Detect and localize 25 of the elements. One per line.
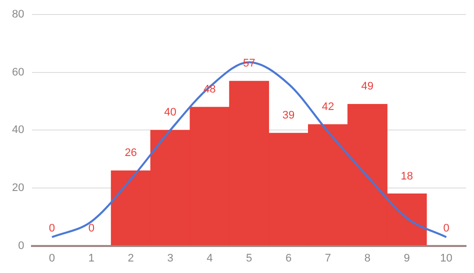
x-tick-label: 7 (324, 252, 332, 264)
x-tick-label: 6 (285, 252, 292, 264)
data-label: 40 (164, 106, 176, 119)
x-tick-label: 9 (404, 252, 410, 264)
x-tick-label: 2 (128, 252, 134, 264)
x-tick-label: 10 (440, 252, 452, 264)
data-label: 26 (124, 147, 137, 160)
y-tick-label: 20 (12, 182, 24, 194)
x-tick-label: 0 (48, 252, 56, 264)
x-tick-label: 5 (246, 252, 252, 264)
data-label: 0 (88, 222, 94, 234)
y-tick-label: 0 (18, 240, 24, 252)
data-label: 18 (400, 170, 413, 182)
x-tick-label: 4 (206, 252, 213, 264)
data-label: 0 (48, 222, 56, 234)
data-label: 0 (443, 222, 450, 234)
data-label: 42 (322, 100, 334, 113)
x-tick-label: 8 (364, 252, 370, 264)
y-tick-label: 60 (12, 66, 24, 78)
x-tick-label: 1 (88, 252, 94, 264)
data-label: 39 (282, 110, 295, 122)
data-label: 49 (361, 80, 374, 93)
y-tick-label: 40 (12, 124, 24, 136)
x-tick-label: 3 (167, 252, 174, 264)
y-tick-label: 80 (12, 8, 24, 21)
